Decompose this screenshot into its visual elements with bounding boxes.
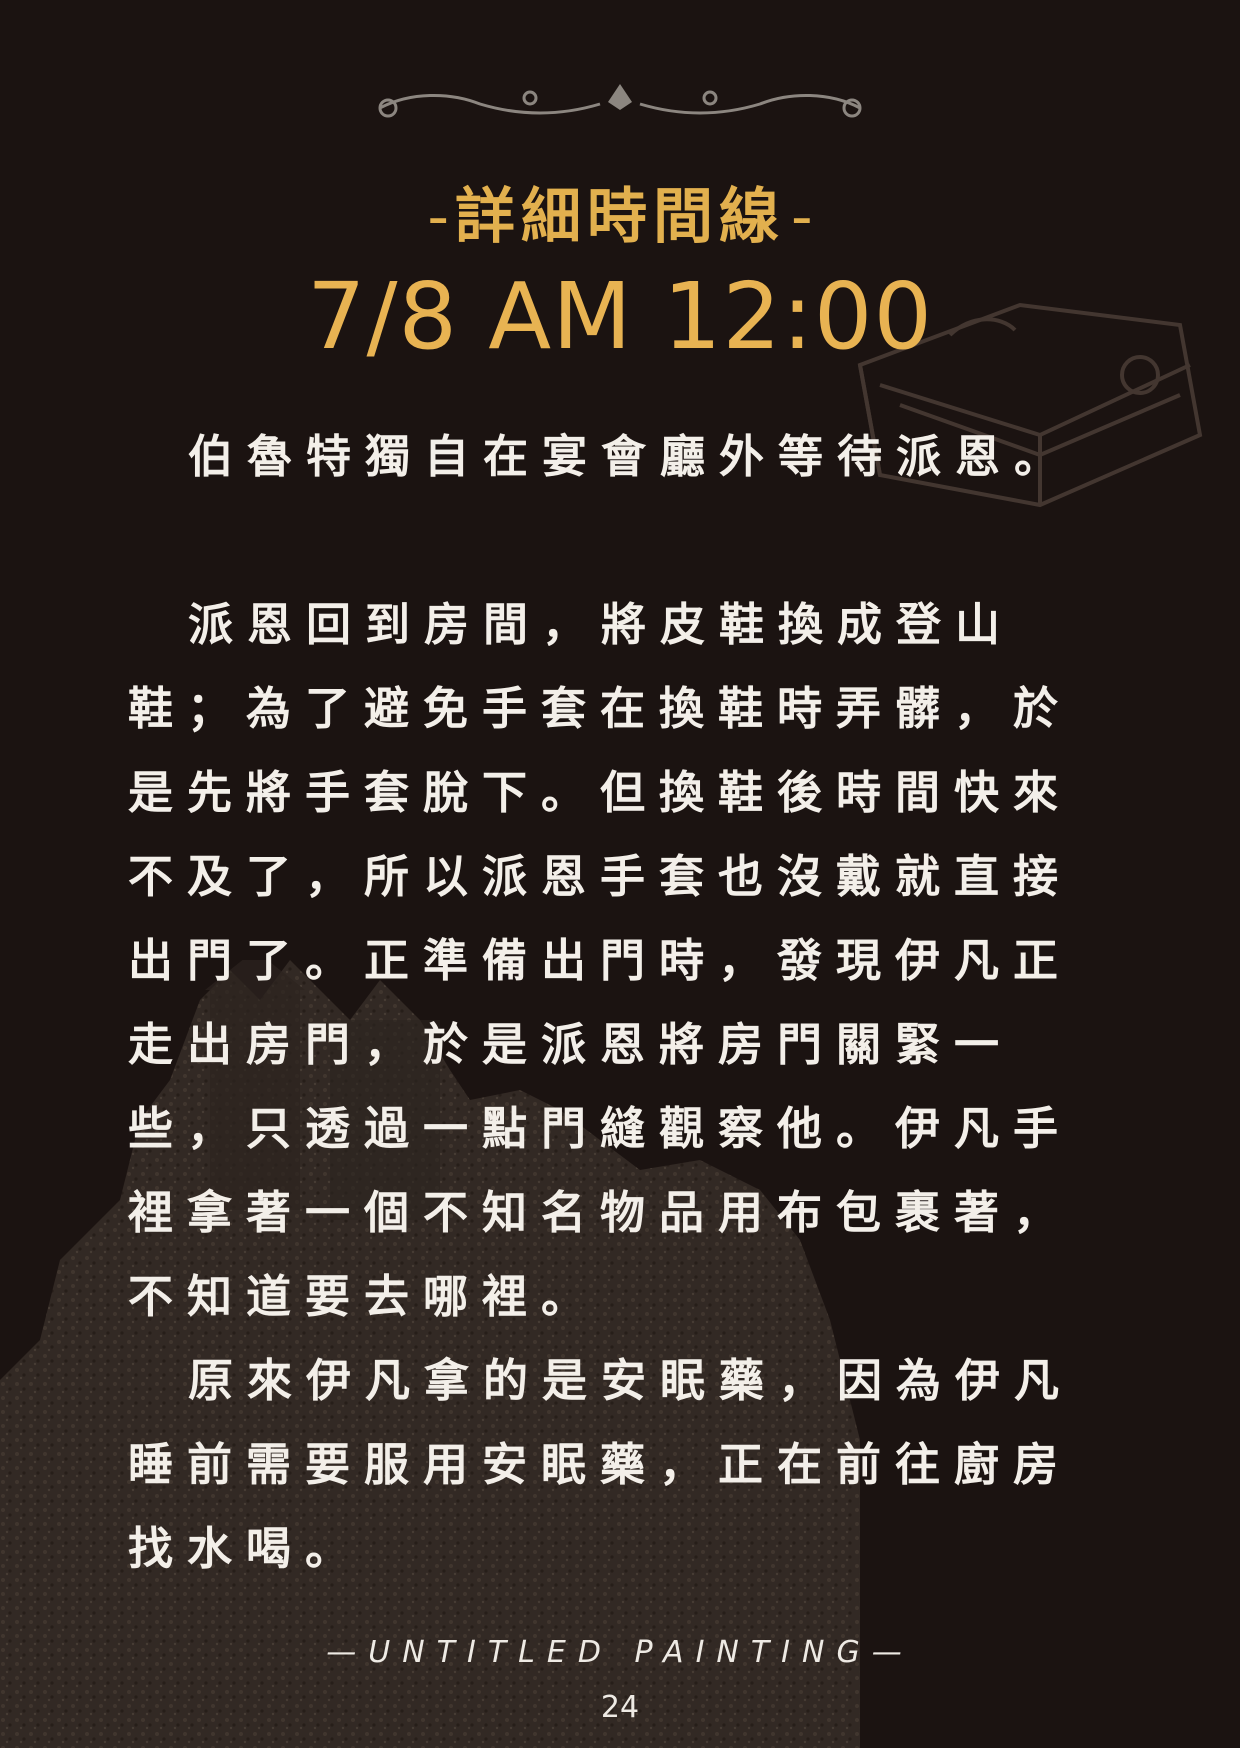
section-title-text: 詳細時間線 xyxy=(455,182,785,252)
ornament-divider-icon xyxy=(378,84,862,118)
title-dash-right: - xyxy=(791,182,813,252)
page-number: 24 xyxy=(600,1690,640,1725)
paragraph: 原來伊凡拿的是安眠藥，因為伊凡睡前需要服用安眠藥，正在前往廚房找水喝。 xyxy=(128,1354,1074,1575)
body-text: 伯魯特獨自在宴會廳外等待派恩。 派恩回到房間，將皮鞋換成登山鞋；為了避免手套在換… xyxy=(128,415,1088,1591)
paragraph: 派恩回到房間，將皮鞋換成登山鞋；為了避免手套在換鞋時弄髒，於是先將手套脫下。但換… xyxy=(128,598,1073,1323)
castle-illustration-icon xyxy=(0,960,860,1748)
paragraph: 伯魯特獨自在宴會廳外等待派恩。 xyxy=(188,430,1074,483)
section-title: - 詳細時間線 - xyxy=(0,182,1240,252)
book-illustration-icon xyxy=(857,302,1203,508)
footer-title: —UNTITLED PAINTING— xyxy=(326,1635,914,1670)
title-dash-left: - xyxy=(427,182,449,252)
timestamp-heading: 7/8 AM 12:00 xyxy=(307,263,933,370)
